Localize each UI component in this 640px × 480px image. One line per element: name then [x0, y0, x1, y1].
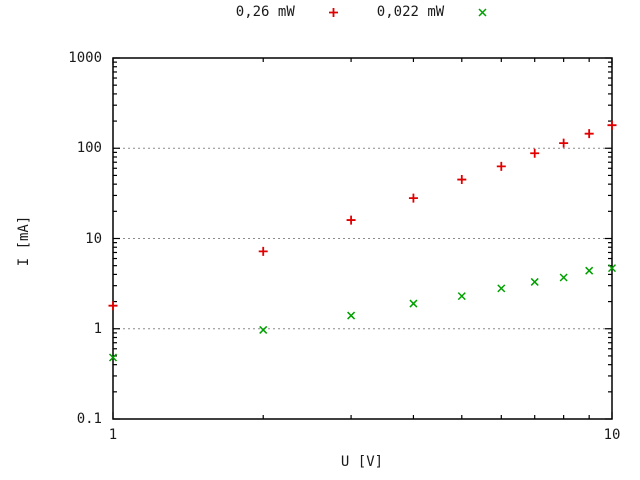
plus-data-marker: [559, 138, 569, 148]
y-tick-label: 100: [76, 140, 102, 157]
plus-data-marker: [457, 175, 467, 185]
cross-data-marker: [457, 292, 466, 301]
cross-data-marker: [585, 266, 594, 275]
y-tick-label: 0.1: [76, 411, 102, 427]
legend-item-0: 0,26 mW: [236, 3, 340, 21]
plus-data-marker: [496, 161, 506, 171]
plus-data-marker: [530, 148, 540, 158]
cross-marker-glyph: [478, 7, 487, 17]
cross-data-marker: [607, 264, 617, 273]
plot-border: [112, 57, 613, 420]
y-tick-label: 10: [85, 230, 102, 247]
cross-data-marker: [347, 311, 356, 320]
plus-marker-glyph: [328, 7, 338, 17]
legend: 0,26 mW 0,022 mW: [85, 3, 640, 21]
x-tick-label: 1: [108, 427, 118, 443]
x-axis-title: U [V]: [340, 454, 384, 470]
cross-marker-icon: [478, 7, 487, 17]
x-tick-label: 10: [603, 427, 621, 443]
plus-data-marker: [108, 301, 118, 311]
cross-data-marker: [259, 325, 268, 334]
cross-data-marker: [497, 284, 506, 293]
legend-label-0: 0,26 mW: [235, 4, 295, 20]
plus-data-marker: [346, 215, 356, 225]
plus-data-marker: [258, 246, 268, 256]
y-tick-label: 1: [93, 320, 102, 337]
legend-label-1: 0,022 mW: [376, 4, 445, 20]
plus-data-marker: [408, 193, 418, 203]
cross-data-marker: [530, 277, 539, 286]
plus-marker-icon: [328, 7, 338, 17]
plus-data-marker: [607, 120, 617, 130]
plus-data-marker: [584, 129, 594, 139]
cross-data-marker: [559, 273, 568, 282]
legend-item-1: 0,022 mW: [377, 3, 489, 21]
cross-data-marker: [108, 353, 118, 362]
y-tick-label: 1000: [68, 50, 102, 66]
cross-data-marker: [409, 299, 418, 308]
